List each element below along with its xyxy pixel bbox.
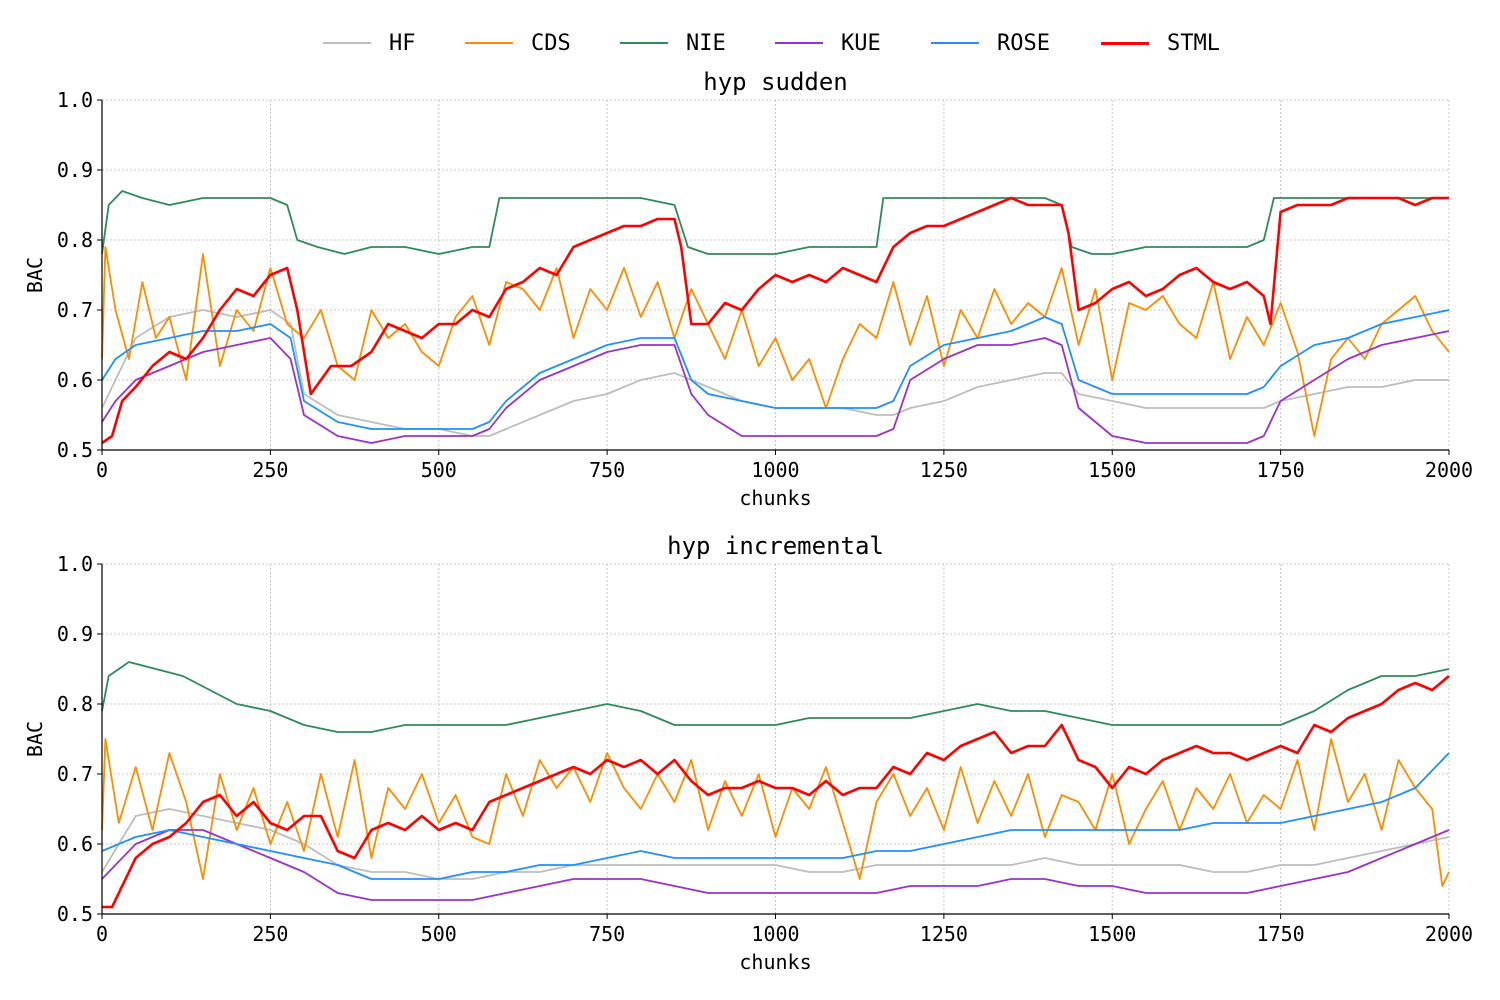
x-tick-label: 1000	[751, 458, 799, 482]
legend-label: CDS	[531, 30, 571, 56]
chart-title: hyp incremental	[667, 532, 884, 560]
y-tick-label: 0.9	[57, 158, 93, 182]
y-tick-label: 0.5	[57, 902, 93, 926]
x-tick-label: 2000	[1425, 458, 1473, 482]
y-tick-label: 0.5	[57, 438, 93, 462]
x-tick-label: 750	[589, 458, 625, 482]
legend-item-nie: NIE	[620, 28, 726, 58]
y-tick-label: 0.9	[57, 622, 93, 646]
legend-item-cds: CDS	[465, 28, 571, 58]
x-tick-label: 250	[252, 922, 288, 946]
series-line-kue	[101, 829, 1450, 901]
series-group	[101, 661, 1450, 909]
x-tick-label: 1750	[1257, 922, 1305, 946]
y-tick-label: 0.6	[57, 368, 93, 392]
y-tick-label: 0.8	[57, 228, 93, 252]
legend-item-hf: HF	[323, 28, 416, 58]
y-axis-label: BAC	[23, 721, 47, 757]
series-line-nie	[101, 190, 1449, 255]
series-line-cds	[101, 246, 1450, 437]
x-tick-label: 1250	[920, 458, 968, 482]
x-tick-label: 750	[589, 922, 625, 946]
legend-item-stml: STML	[1101, 28, 1220, 58]
series-line-hf	[101, 808, 1450, 880]
y-tick-label: 1.0	[57, 88, 93, 112]
legend-swatch	[620, 42, 668, 44]
x-tick-label: 1500	[1088, 458, 1136, 482]
x-tick-label: 0	[96, 922, 108, 946]
x-tick-label: 1500	[1088, 922, 1136, 946]
x-tick-label: 2000	[1425, 922, 1473, 946]
legend-label: HF	[389, 30, 416, 56]
y-tick-label: 0.7	[57, 298, 93, 322]
chart-title: hyp sudden	[703, 68, 848, 96]
x-tick-label: 500	[421, 458, 457, 482]
series-line-cds	[101, 738, 1450, 887]
legend-label: ROSE	[997, 30, 1050, 56]
x-tick-label: 250	[252, 458, 288, 482]
series-line-rose	[101, 752, 1450, 880]
legend: HF CDS NIE KUE ROSE STML	[0, 28, 1500, 58]
legend-label: KUE	[841, 30, 881, 56]
y-tick-label: 1.0	[57, 552, 93, 576]
legend-swatch	[775, 42, 823, 44]
legend-item-rose: ROSE	[931, 28, 1050, 58]
legend-label: NIE	[686, 30, 726, 56]
legend-item-kue: KUE	[775, 28, 881, 58]
x-tick-label: 500	[421, 922, 457, 946]
x-tick-label: 1750	[1257, 458, 1305, 482]
chart-panel-2: 0 250 500 750 1000 1250 1500 1750 2000 0.5 0.6 0.7 0…	[23, 532, 1473, 974]
series-line-kue	[101, 330, 1450, 444]
x-tick-label: 1250	[920, 922, 968, 946]
y-tick-label: 0.8	[57, 692, 93, 716]
x-axis-label: chunks	[739, 486, 811, 510]
chart-panel-1: 0 250 500 750 1000 1250 1500 1750 2000 0.5 0.6 0.7 0…	[23, 68, 1473, 510]
series-line-rose	[101, 309, 1450, 430]
series-line-stml	[101, 196, 1449, 445]
legend-swatch	[323, 42, 371, 44]
x-axis-label: chunks	[739, 950, 811, 974]
legend-swatch	[931, 42, 979, 44]
y-tick-label: 0.7	[57, 762, 93, 786]
y-axis-label: BAC	[23, 257, 47, 293]
y-tick-label: 0.6	[57, 832, 93, 856]
series-group	[101, 190, 1450, 445]
series-line-nie	[101, 661, 1450, 733]
series-line-stml	[102, 675, 1450, 909]
legend-label: STML	[1167, 30, 1220, 56]
legend-swatch	[465, 42, 513, 44]
legend-swatch	[1101, 41, 1149, 45]
x-tick-label: 1000	[751, 922, 799, 946]
x-tick-label: 0	[96, 458, 108, 482]
